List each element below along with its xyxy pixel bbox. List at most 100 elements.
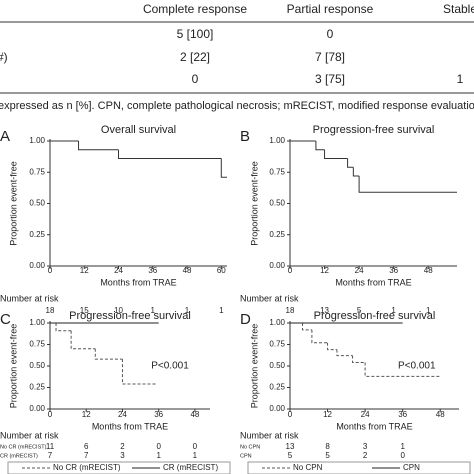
risk-value: 5 bbox=[288, 451, 293, 460]
y-tick-label: 0.00 bbox=[269, 261, 285, 270]
legend-label: CR (mRECIST) bbox=[163, 463, 218, 472]
y-tick-label: 0.25 bbox=[269, 383, 285, 392]
x-tick-label: 24 bbox=[114, 266, 123, 275]
chart-title: Progression-free survival bbox=[69, 310, 191, 322]
risk-value: 3 bbox=[363, 442, 368, 451]
y-tick-label: 0.00 bbox=[29, 261, 45, 270]
y-tick-label: 0.00 bbox=[29, 404, 45, 413]
risk-value: 1 bbox=[185, 306, 190, 315]
risk-table-title: Number at risk bbox=[0, 430, 59, 440]
survival-step bbox=[336, 349, 353, 357]
risk-value: 3 bbox=[120, 451, 125, 460]
y-tick-label: 1.00 bbox=[29, 318, 45, 327]
risk-value: 7 bbox=[84, 451, 89, 460]
survival-step bbox=[358, 176, 457, 193]
x-tick-label: 36 bbox=[398, 410, 407, 419]
y-tick-label: 0.50 bbox=[269, 361, 285, 370]
risk-row-name: No CPN bbox=[240, 444, 260, 450]
survival-step bbox=[352, 355, 366, 364]
table-cell: 3 [75] bbox=[315, 72, 345, 86]
y-tick-label: 0.50 bbox=[29, 361, 45, 370]
risk-value: 2 bbox=[120, 442, 125, 451]
survival-step bbox=[121, 359, 156, 385]
y-tick-label: 0.25 bbox=[29, 383, 45, 392]
panel-label: D bbox=[240, 311, 251, 328]
risk-value: 0 bbox=[193, 442, 198, 451]
legend-label: No CPN bbox=[293, 463, 323, 472]
x-tick-label: 48 bbox=[424, 266, 433, 275]
table-header: Partial response bbox=[287, 2, 374, 16]
x-tick-label: 48 bbox=[436, 410, 445, 419]
risk-value: 18 bbox=[286, 306, 295, 315]
risk-value: 1 bbox=[426, 306, 431, 315]
risk-value: 5 bbox=[325, 451, 330, 460]
risk-value: 1 bbox=[400, 442, 405, 451]
survival-step bbox=[118, 149, 222, 159]
x-axis-label: Months from TRAE bbox=[336, 421, 412, 431]
x-tick-label: 0 bbox=[288, 266, 293, 275]
risk-value: 6 bbox=[84, 442, 89, 451]
y-tick-label: 0.75 bbox=[269, 167, 285, 176]
y-tick-label: 0.25 bbox=[29, 230, 45, 239]
chart-title: Overall survival bbox=[101, 124, 176, 136]
risk-value: 1 bbox=[193, 451, 198, 460]
risk-row-name: CR (mRECIST) bbox=[0, 453, 38, 459]
survival-step bbox=[347, 158, 354, 168]
annotation: P<0.001 bbox=[398, 361, 436, 372]
x-tick-label: 48 bbox=[183, 266, 192, 275]
survival-step bbox=[55, 323, 72, 332]
survival-step bbox=[315, 141, 325, 151]
risk-value: 13 bbox=[286, 442, 295, 451]
risk-value: 1 bbox=[151, 306, 156, 315]
caption: expressed as n [%]. CPN, complete pathol… bbox=[0, 100, 474, 112]
table-cell: 5 [100] bbox=[177, 27, 214, 41]
table-stub: #) bbox=[0, 50, 8, 64]
x-axis-label: Months from TRAE bbox=[92, 421, 168, 431]
table-cell: 1 bbox=[457, 72, 464, 86]
survival-step bbox=[327, 342, 337, 351]
risk-value: 5 bbox=[357, 306, 362, 315]
table-cell: 2 [22] bbox=[180, 50, 210, 64]
survival-step bbox=[70, 330, 96, 350]
x-axis-label: Months from TRAE bbox=[100, 277, 176, 287]
survival-step bbox=[94, 348, 123, 360]
y-tick-label: 0.50 bbox=[29, 199, 45, 208]
risk-value: 8 bbox=[325, 442, 330, 451]
x-tick-label: 12 bbox=[320, 266, 329, 275]
risk-value: 10 bbox=[114, 306, 123, 315]
y-tick-label: 0.50 bbox=[269, 199, 285, 208]
panel-label: A bbox=[0, 128, 10, 145]
risk-value: 7 bbox=[48, 451, 53, 460]
y-tick-label: 0.75 bbox=[29, 167, 45, 176]
legend-box bbox=[7, 461, 231, 474]
y-axis-label: Proportion event-free bbox=[249, 324, 259, 409]
x-tick-label: 36 bbox=[148, 266, 157, 275]
y-axis-label: Proportion event-free bbox=[8, 324, 18, 409]
y-tick-label: 0.75 bbox=[269, 340, 285, 349]
risk-value: 15 bbox=[80, 306, 89, 315]
risk-value: 1 bbox=[156, 451, 161, 460]
risk-value: 1 bbox=[219, 306, 224, 315]
risk-value: 1 bbox=[391, 306, 396, 315]
y-axis-label: Proportion event-free bbox=[249, 161, 259, 246]
y-tick-label: 0.75 bbox=[29, 340, 45, 349]
chart-title: Progression-free survival bbox=[314, 310, 436, 322]
risk-table-title: Number at risk bbox=[240, 430, 299, 440]
x-tick-label: 60 bbox=[217, 266, 226, 275]
annotation: P<0.001 bbox=[151, 361, 189, 372]
risk-value: 0 bbox=[400, 451, 405, 460]
x-tick-label: 0 bbox=[48, 410, 53, 419]
x-tick-label: 12 bbox=[80, 266, 89, 275]
survival-step bbox=[302, 323, 312, 331]
x-tick-label: 12 bbox=[323, 410, 332, 419]
legend-label: CPN bbox=[403, 463, 420, 472]
survival-step bbox=[78, 141, 119, 151]
x-tick-label: 48 bbox=[190, 410, 199, 419]
x-axis-label: Months from TRAE bbox=[335, 277, 411, 287]
x-tick-label: 0 bbox=[288, 410, 293, 419]
panel-label: B bbox=[240, 128, 250, 145]
risk-value: 0 bbox=[156, 442, 161, 451]
risk-value: 13 bbox=[320, 306, 329, 315]
